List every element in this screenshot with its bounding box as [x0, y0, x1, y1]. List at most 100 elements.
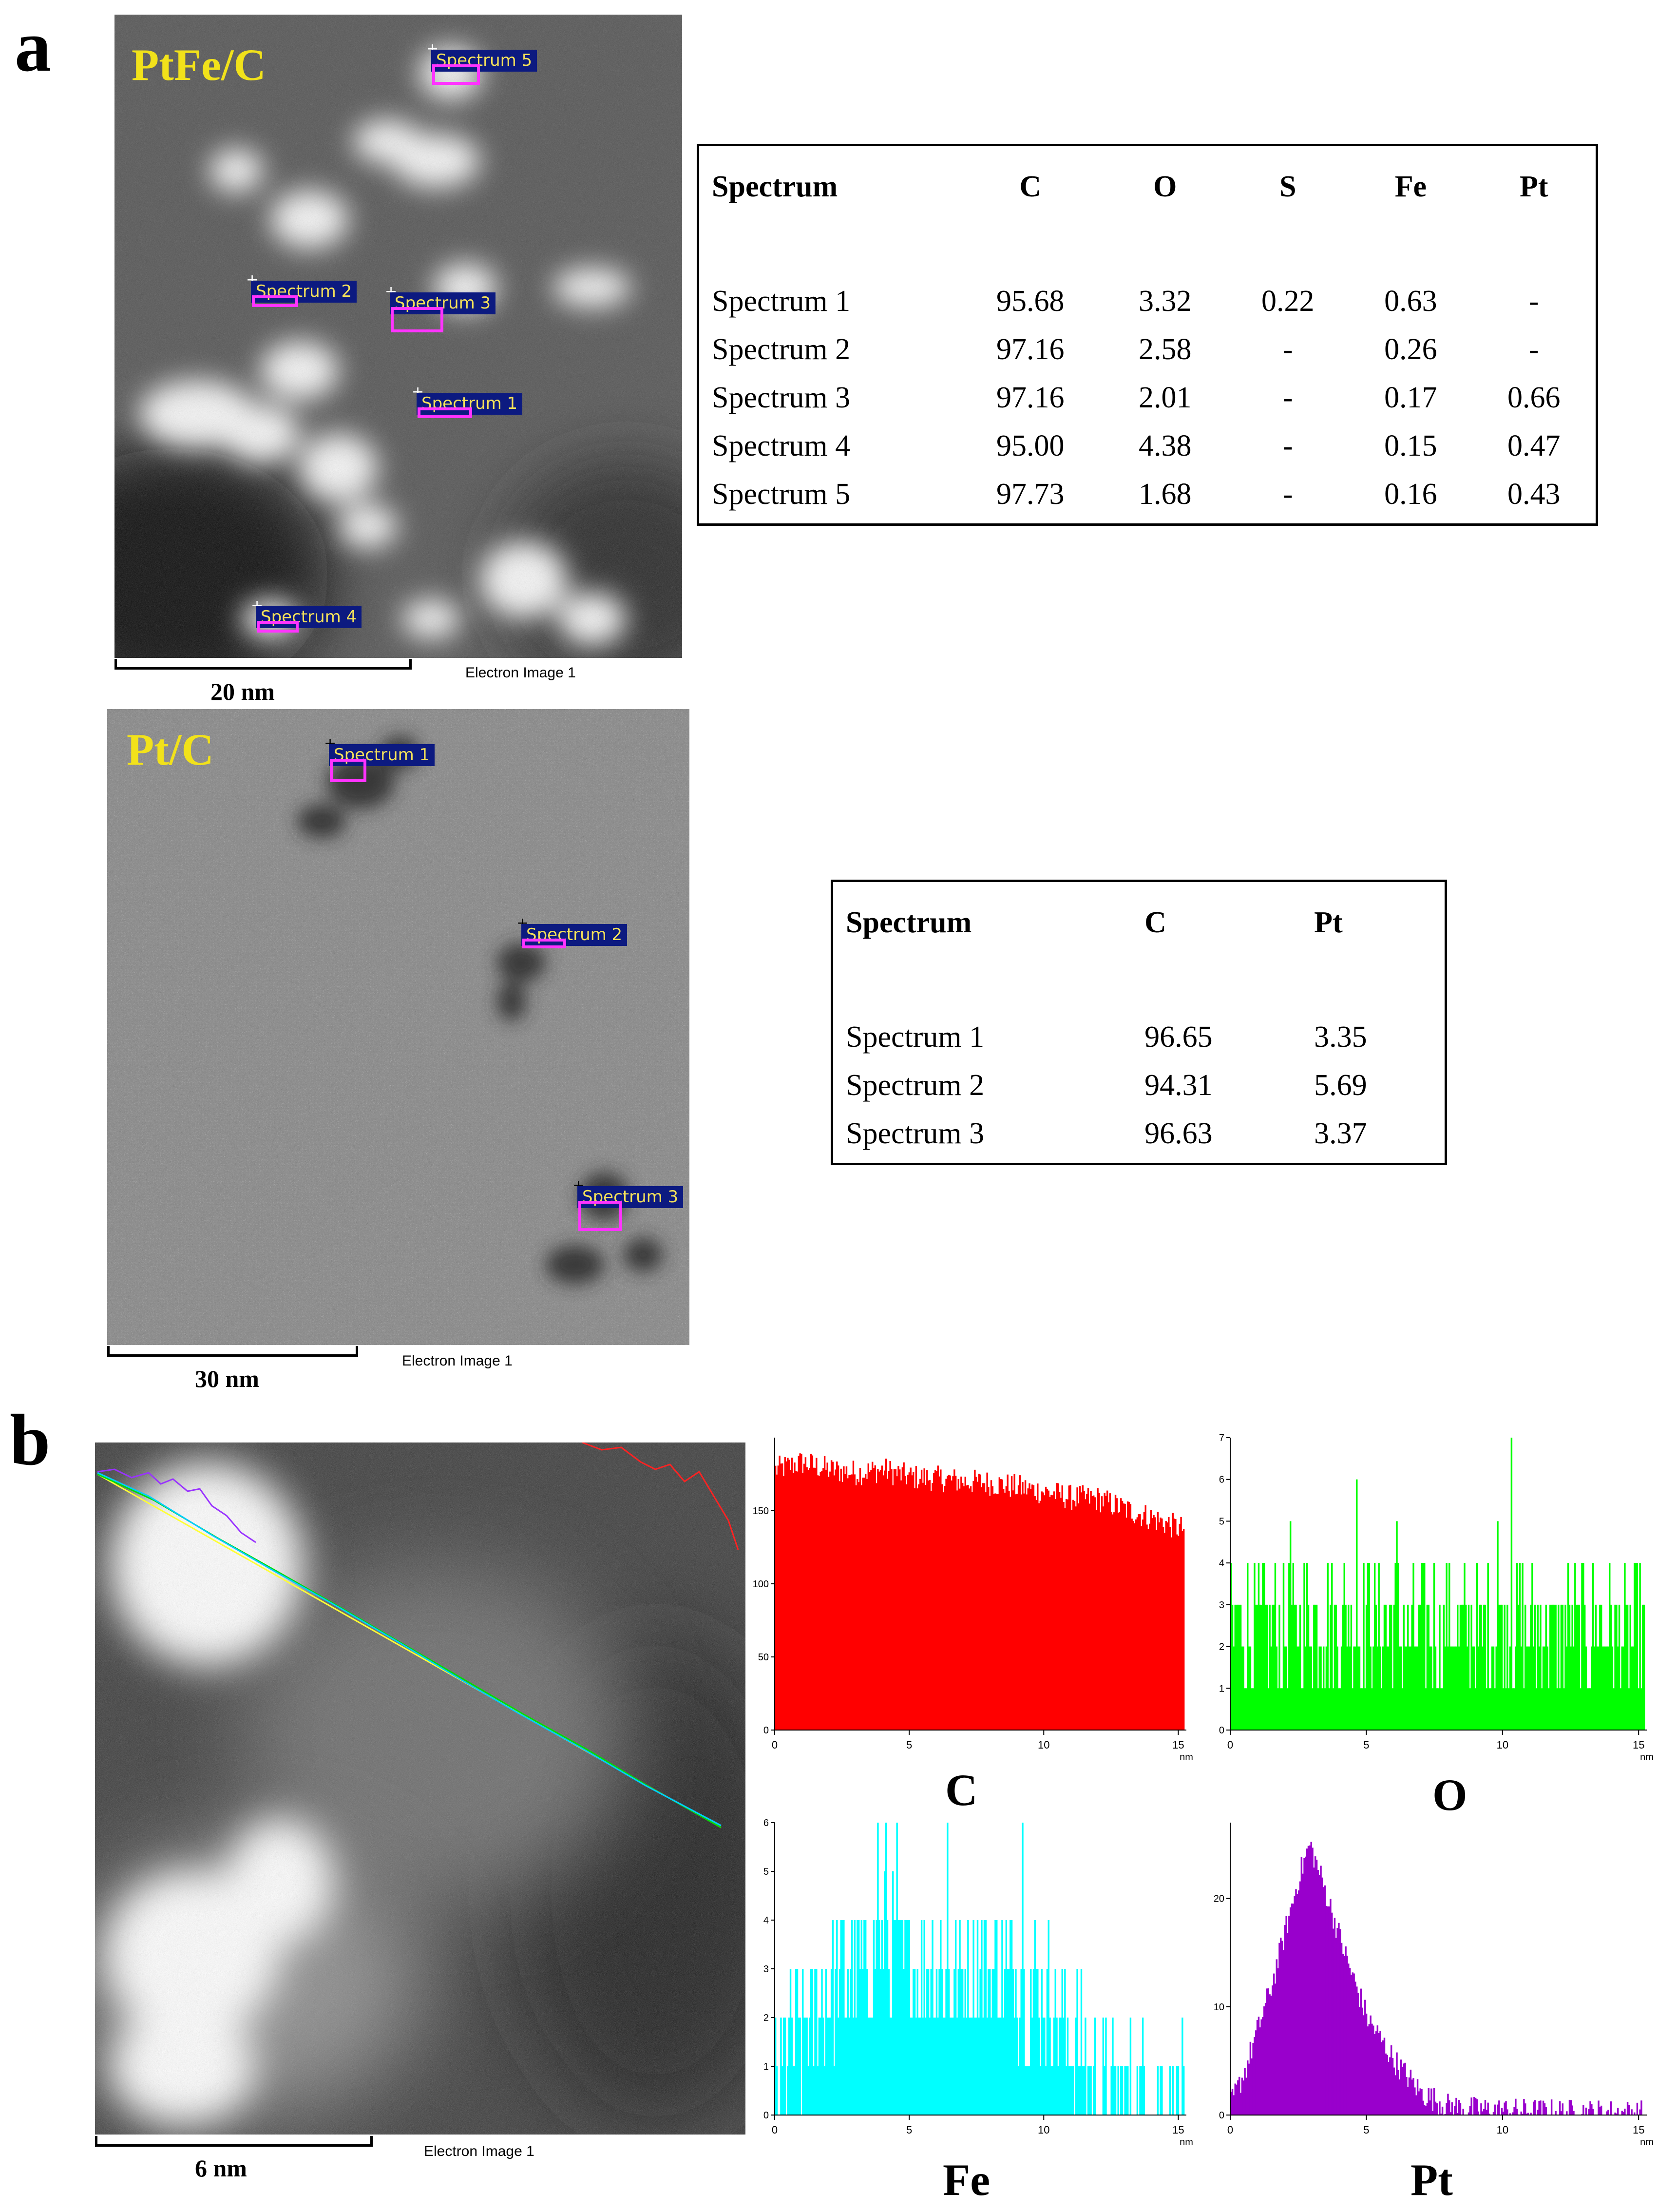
profile-bar	[1415, 1646, 1417, 1730]
profile-bar	[886, 1479, 889, 1730]
profile-bar	[1404, 2062, 1406, 2115]
profile-bar	[918, 2018, 920, 2115]
table-header-row: Spectrum C Pt	[832, 881, 1446, 1014]
profile-bar	[1013, 1474, 1015, 1730]
profile-bar	[1434, 2101, 1437, 2115]
profile-bar	[859, 1969, 861, 2115]
profile-bar	[1361, 1688, 1363, 1730]
profile-bar	[873, 1467, 875, 1730]
pt-composition-table: Spectrum C Pt Spectrum 1 96.65 3.35 Spec…	[831, 880, 1447, 1165]
profile-bar	[1102, 1506, 1105, 1730]
o-element-label: O	[1432, 1770, 1467, 1820]
profile-bar	[1422, 2100, 1424, 2115]
profile-bar	[1398, 2079, 1401, 2115]
profile-bar	[1628, 1688, 1630, 1730]
profile-bar	[1428, 1604, 1429, 1730]
profile-bar	[1051, 2066, 1054, 2115]
ptfe-spectrum-2-box	[252, 295, 298, 307]
profile-bar	[1610, 1604, 1612, 1730]
profile-bar	[1540, 2100, 1542, 2115]
profile-bar	[1556, 1688, 1558, 1730]
profile-bar	[1244, 1688, 1246, 1730]
profile-bar	[1050, 1495, 1052, 1730]
y-tick-label: 10	[1214, 2002, 1224, 2013]
profile-bar	[1498, 2100, 1500, 2115]
table-cell: 97.73	[996, 478, 1065, 511]
profile-bar	[1321, 1688, 1323, 1730]
profile-bar	[1079, 2066, 1081, 2115]
profile-bar	[981, 1920, 983, 2115]
profile-bar	[1063, 1501, 1065, 1730]
profile-bar	[1498, 1604, 1500, 1730]
profile-bar	[907, 1920, 909, 2115]
profile-bar	[916, 1488, 918, 1730]
profile-bar	[1507, 1688, 1510, 1730]
profile-bar	[1266, 1604, 1268, 1730]
profile-bar	[1348, 1604, 1350, 1730]
profile-bar	[1169, 1527, 1171, 1730]
profile-bar	[787, 2066, 789, 2115]
profile-bar	[1251, 2058, 1253, 2115]
profile-bar	[1483, 1604, 1485, 1730]
profile-bar	[1591, 1646, 1593, 1730]
profile-bar	[784, 1457, 786, 1730]
profile-bar	[1060, 2018, 1062, 2115]
profile-bar	[1367, 2026, 1369, 2115]
profile-bar	[1408, 1646, 1410, 1730]
x-tick-label: 5	[1363, 2124, 1369, 2136]
profile-bar	[1436, 2103, 1438, 2115]
profile-bar	[1100, 1512, 1102, 1730]
profile-bar	[860, 1920, 862, 2115]
profile-bar	[1016, 2018, 1018, 2115]
pt-image-caption: Electron Image 1	[402, 1353, 513, 1369]
table-cell: 0.66	[1507, 381, 1561, 414]
profile-bar	[1452, 1646, 1455, 1730]
profile-bar	[1260, 2019, 1262, 2115]
profile-bar	[1376, 1646, 1379, 1730]
profile-bar	[1415, 2095, 1417, 2115]
profile-bar	[896, 1823, 898, 2115]
profile-bar	[964, 1969, 966, 2115]
ptfe-spectrum-5-tag: Spectrum 5	[431, 50, 537, 72]
profile-bar	[1458, 1646, 1460, 1730]
profile-bar	[938, 1476, 940, 1730]
profile-bar	[1439, 1604, 1441, 1730]
y-tick-label: 0	[763, 2110, 769, 2121]
profile-bar	[1512, 1688, 1514, 1730]
profile-bar	[1303, 1563, 1305, 1730]
profile-bar	[1469, 2106, 1471, 2115]
profile-bar	[1080, 1969, 1083, 2115]
profile-bar	[1001, 1920, 1003, 2115]
profile-bar	[1383, 1604, 1386, 1730]
profile-bar	[979, 1474, 981, 1730]
profile-bar	[1414, 2087, 1416, 2115]
profile-bar	[860, 1485, 862, 1730]
profile-bar	[1336, 1928, 1338, 2115]
profile-bar	[1121, 1500, 1124, 1730]
profile-bar	[873, 1920, 875, 2115]
profile-bar	[1085, 2018, 1086, 2115]
table-cell: -	[1282, 478, 1293, 511]
profile-bar	[968, 2018, 971, 2115]
profile-bar	[1242, 2080, 1244, 2115]
linescan-scalebar-label: 6 nm	[195, 2154, 247, 2182]
profile-bar	[1233, 1646, 1235, 1730]
profile-bar	[1087, 1488, 1089, 1730]
profile-bar	[1175, 1519, 1177, 1730]
profile-bar	[1601, 1646, 1604, 1730]
profile-bar	[1616, 1604, 1618, 1730]
profile-bar	[1129, 2018, 1132, 2115]
profile-bar	[1157, 2066, 1159, 2115]
table-header-cell: Spectrum	[846, 906, 972, 939]
profile-bar	[1599, 2107, 1601, 2115]
profile-bar	[933, 2018, 935, 2115]
profile-bar	[803, 2018, 805, 2115]
profile-bar	[891, 1469, 893, 1730]
profile-bar	[1624, 1563, 1626, 1730]
profile-bar	[1629, 1604, 1631, 1730]
profile-bar	[967, 1485, 969, 1730]
profile-bar	[806, 2018, 808, 2115]
profile-bar	[1163, 1533, 1166, 1730]
profile-bar	[893, 1469, 896, 1730]
profile-bar	[1620, 1688, 1622, 1730]
